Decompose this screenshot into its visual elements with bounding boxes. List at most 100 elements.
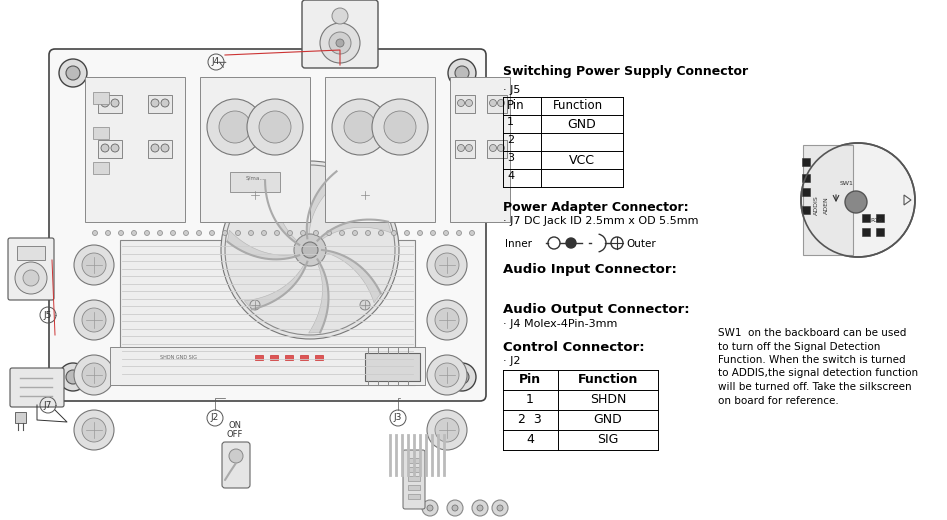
Circle shape <box>184 230 188 236</box>
Text: Pin: Pin <box>519 373 541 386</box>
Circle shape <box>221 161 399 339</box>
Text: · J7 DC Jack ID 2.5mm x OD 5.5mm: · J7 DC Jack ID 2.5mm x OD 5.5mm <box>503 216 699 226</box>
Circle shape <box>344 111 376 143</box>
Bar <box>325 77 435 222</box>
Text: Function: Function <box>578 373 638 386</box>
Text: VCC: VCC <box>569 154 595 167</box>
Circle shape <box>111 99 119 107</box>
Text: to turn off the Signal Detection: to turn off the Signal Detection <box>718 342 881 352</box>
Circle shape <box>132 230 136 236</box>
Text: 4: 4 <box>527 433 534 446</box>
Circle shape <box>360 190 370 200</box>
Text: J5: J5 <box>44 310 52 319</box>
FancyBboxPatch shape <box>49 49 486 401</box>
Text: · J2: · J2 <box>503 356 521 366</box>
Polygon shape <box>309 259 329 333</box>
Text: ON: ON <box>228 421 241 430</box>
Bar <box>93 127 109 139</box>
Bar <box>408 476 420 481</box>
Circle shape <box>352 230 358 236</box>
Text: Pin: Pin <box>507 99 525 112</box>
Circle shape <box>497 505 503 511</box>
Circle shape <box>261 230 266 236</box>
Circle shape <box>332 8 348 24</box>
Circle shape <box>151 144 159 152</box>
Text: Power Adapter Connector:: Power Adapter Connector: <box>503 201 688 214</box>
Circle shape <box>170 230 175 236</box>
Circle shape <box>23 270 39 286</box>
Circle shape <box>82 363 106 387</box>
Circle shape <box>74 300 114 340</box>
Circle shape <box>457 99 464 107</box>
Bar <box>802 158 810 166</box>
Circle shape <box>427 410 467 450</box>
Text: 3: 3 <box>507 153 514 163</box>
Circle shape <box>93 230 98 236</box>
Text: 2  3: 2 3 <box>518 413 542 426</box>
Circle shape <box>366 230 370 236</box>
Circle shape <box>248 230 254 236</box>
Text: Function: Function <box>553 99 603 112</box>
Circle shape <box>59 59 87 87</box>
Circle shape <box>431 230 436 236</box>
Bar <box>300 355 308 360</box>
Circle shape <box>490 99 496 107</box>
FancyBboxPatch shape <box>10 368 64 407</box>
Circle shape <box>118 230 123 236</box>
Circle shape <box>427 505 433 511</box>
Bar <box>876 228 884 236</box>
Bar <box>802 188 810 196</box>
Circle shape <box>457 145 464 151</box>
Text: SHDN GND SIG: SHDN GND SIG <box>160 355 197 360</box>
Bar <box>487 95 507 113</box>
Text: Audio Output Connector:: Audio Output Connector: <box>503 303 689 316</box>
Text: 2: 2 <box>507 135 514 145</box>
Bar <box>455 140 475 158</box>
Circle shape <box>435 363 459 387</box>
Circle shape <box>492 500 508 516</box>
Circle shape <box>59 363 87 391</box>
Circle shape <box>196 230 202 236</box>
Circle shape <box>448 59 476 87</box>
Circle shape <box>250 190 260 200</box>
Text: SW1: SW1 <box>840 181 854 186</box>
Circle shape <box>422 500 438 516</box>
Bar <box>408 494 420 499</box>
Circle shape <box>435 308 459 332</box>
FancyBboxPatch shape <box>222 442 250 488</box>
Polygon shape <box>15 412 26 423</box>
Text: 4: 4 <box>507 171 514 181</box>
Circle shape <box>332 99 388 155</box>
Circle shape <box>336 39 344 47</box>
Text: on board for reference.: on board for reference. <box>718 396 839 406</box>
Text: Inner: Inner <box>505 239 532 249</box>
Bar <box>93 92 109 104</box>
Circle shape <box>466 145 473 151</box>
Text: J4: J4 <box>212 58 220 67</box>
Bar <box>85 77 185 222</box>
Polygon shape <box>317 219 391 242</box>
Text: ADEN: ADEN <box>824 196 829 214</box>
Bar <box>17 246 45 260</box>
Polygon shape <box>244 261 308 309</box>
Circle shape <box>161 99 169 107</box>
Text: SIG: SIG <box>598 433 618 446</box>
Circle shape <box>320 23 360 63</box>
Circle shape <box>418 230 422 236</box>
Circle shape <box>105 230 111 236</box>
Circle shape <box>157 230 163 236</box>
Circle shape <box>302 242 318 258</box>
Circle shape <box>236 230 241 236</box>
Bar <box>148 95 172 113</box>
Circle shape <box>207 99 263 155</box>
Circle shape <box>435 253 459 277</box>
Text: to ADDIS,the signal detection function: to ADDIS,the signal detection function <box>718 369 919 379</box>
Polygon shape <box>322 250 381 303</box>
Circle shape <box>379 230 384 236</box>
Circle shape <box>111 144 119 152</box>
Circle shape <box>275 230 279 236</box>
Bar <box>876 214 884 222</box>
Circle shape <box>466 99 473 107</box>
Bar <box>285 355 293 360</box>
Text: SHDN: SHDN <box>590 393 626 406</box>
